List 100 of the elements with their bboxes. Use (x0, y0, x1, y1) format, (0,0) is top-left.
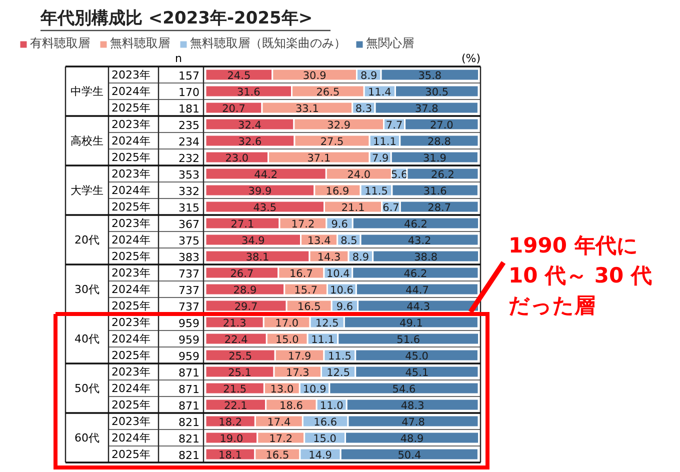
data-label: 14.3 (317, 251, 341, 264)
y-tick-label: 2023年 (112, 118, 150, 131)
y-tick-label: 2023年 (112, 68, 150, 82)
data-label: 12.5 (326, 366, 350, 379)
text: 959 (178, 350, 200, 363)
data-label: 22.1 (224, 400, 248, 412)
data-label: 16.5 (266, 449, 290, 462)
legend-label: 無料聴取層 (110, 35, 170, 52)
data-label: 6.7 (382, 202, 400, 214)
text: 40代 (74, 332, 100, 346)
text: だった層 (508, 294, 596, 318)
data-label: 11.5 (364, 185, 388, 198)
y-tick-label: 2023年 (112, 167, 150, 180)
data-label: 17.2 (269, 432, 293, 445)
data-label: 11.1 (311, 334, 334, 346)
data-label: 32.6 (238, 136, 262, 148)
text: 375 (178, 234, 200, 248)
data-label: 9.6 (336, 300, 354, 313)
data-label: 8.9 (360, 70, 378, 82)
data-label: 45.0 (405, 350, 429, 362)
data-label: 32.4 (238, 119, 262, 132)
data-label: 10.4 (326, 268, 350, 280)
text: 871 (178, 382, 200, 396)
y-tick-label: 2025年 (112, 398, 150, 412)
text: 959 (178, 316, 200, 330)
y-tick-label: 2024年 (112, 184, 150, 197)
data-label: 48.9 (400, 432, 424, 445)
data-label: 21.1 (341, 202, 365, 214)
text: 170 (178, 86, 200, 99)
y-tick-label: 2024年 (112, 431, 150, 444)
text: 232 (178, 152, 200, 165)
y-tick-label: 2023年 (112, 414, 150, 428)
data-label: 45.1 (405, 366, 429, 379)
data-label: 19.0 (220, 432, 244, 445)
text: 871 (178, 399, 200, 412)
text: 821 (178, 416, 200, 429)
data-label: 22.4 (224, 334, 248, 346)
data-label: 50.4 (398, 449, 422, 462)
data-label: 21.5 (223, 383, 247, 396)
text: n (175, 52, 182, 65)
data-label: 11.0 (320, 400, 344, 412)
chart-title: 年代別構成比 <2023年-2025年> (40, 8, 313, 28)
y-tick-label: 2025年 (112, 348, 150, 362)
data-label: 16.5 (297, 300, 321, 313)
data-label: 32.9 (327, 119, 351, 132)
text: 30代 (74, 282, 100, 296)
data-label: 44.2 (254, 168, 278, 181)
text: (%) (461, 52, 481, 65)
data-label: 12.5 (315, 317, 339, 330)
data-label: 49.1 (400, 317, 423, 330)
data-label: 16.7 (289, 268, 313, 280)
y-tick-label: 2023年 (112, 216, 150, 230)
data-label: 43.2 (408, 234, 432, 247)
data-label: 11.4 (368, 86, 392, 98)
y-tick-label: 2023年 (112, 316, 150, 329)
data-label: 34.9 (241, 234, 265, 247)
text: 737 (178, 267, 200, 280)
text: 1990 年代に (508, 234, 638, 258)
data-label: 25.5 (228, 350, 252, 362)
text: 60代 (74, 431, 100, 444)
text: 959 (178, 333, 200, 346)
data-label: 31.6 (236, 86, 261, 98)
y-tick-label: 2023年 (112, 266, 150, 280)
data-label: 37.8 (414, 102, 438, 115)
data-label: 28.8 (428, 136, 451, 148)
data-label: 39.9 (248, 185, 272, 198)
y-tick-label: 2024年 (112, 282, 150, 296)
text: 234 (178, 135, 200, 148)
data-label: 8.3 (355, 102, 372, 115)
data-label: 28.7 (428, 202, 452, 214)
y-tick-label: 2024年 (112, 134, 150, 148)
data-label: 35.8 (418, 70, 442, 82)
text: 高校生 (70, 134, 104, 148)
data-label: 18.1 (218, 449, 242, 462)
text: 315 (178, 201, 200, 214)
data-label: 51.6 (396, 334, 420, 346)
text: 20代 (74, 233, 100, 246)
y-tick-label: 2025年 (112, 200, 150, 214)
data-label: 8.5 (340, 234, 358, 247)
data-label: 38.8 (414, 251, 438, 264)
data-label: 25.1 (228, 366, 252, 379)
data-label: 7.7 (386, 119, 403, 132)
data-label: 10.6 (330, 284, 354, 296)
y-tick-label: 2023年 (112, 365, 150, 378)
y-tick-label: 2024年 (112, 233, 150, 246)
data-label: 11.1 (373, 136, 396, 148)
text: 大学生 (70, 184, 104, 197)
data-label: 47.8 (402, 416, 425, 428)
y-tick-label: 2025年 (112, 448, 150, 461)
text: 871 (178, 366, 200, 380)
text: 332 (178, 184, 200, 198)
data-label: 30.5 (425, 86, 449, 98)
data-label: 13.0 (270, 383, 294, 396)
data-label: 5.6 (390, 168, 408, 181)
data-label: 31.9 (422, 152, 446, 164)
data-label: 46.2 (404, 218, 428, 230)
data-label: 17.0 (275, 317, 299, 330)
legend-label: 無関心層 (366, 35, 414, 52)
data-label: 44.7 (406, 284, 429, 296)
data-label: 33.1 (296, 102, 319, 115)
